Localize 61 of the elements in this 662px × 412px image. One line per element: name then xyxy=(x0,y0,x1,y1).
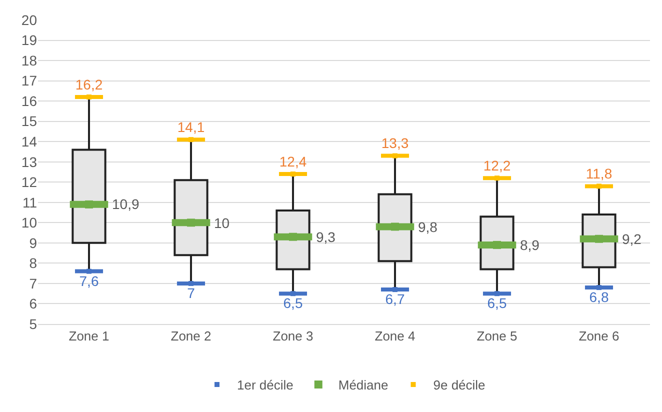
x-tick-label: Zone 4 xyxy=(374,328,416,344)
x-tick-label: Zone 3 xyxy=(272,328,314,344)
point xyxy=(290,172,296,177)
data-label: 14,1 xyxy=(177,118,205,135)
point xyxy=(85,200,93,208)
point xyxy=(493,240,501,249)
data-label: 6,7 xyxy=(385,291,405,308)
y-tick-label: 6 xyxy=(29,296,38,312)
y-tick-label: 9 xyxy=(29,234,38,251)
y-tick-label: 17 xyxy=(21,72,38,89)
point xyxy=(188,137,194,142)
point xyxy=(86,94,92,100)
y-tick-label: 19 xyxy=(21,32,38,48)
point xyxy=(187,218,195,227)
point xyxy=(392,287,398,292)
data-label: 10 xyxy=(214,215,230,231)
y-tick-label: 11 xyxy=(22,194,38,210)
point xyxy=(86,268,92,274)
data-label: 7,6 xyxy=(79,272,99,289)
point xyxy=(290,291,296,296)
data-label: 9,8 xyxy=(418,219,438,235)
data-label: 6,8 xyxy=(589,289,609,306)
data-label: 12,4 xyxy=(279,153,307,170)
point xyxy=(596,184,602,189)
data-label: 11,8 xyxy=(586,166,612,182)
y-tick-label: 20 xyxy=(21,12,38,28)
y-tick-label: 8 xyxy=(29,255,38,272)
x-tick-label: Zone 6 xyxy=(578,328,620,344)
point xyxy=(188,280,194,286)
point xyxy=(494,291,500,296)
y-tick-label: 16 xyxy=(21,92,38,109)
y-tick-label: 15 xyxy=(21,113,38,130)
legend-label: Médiane xyxy=(338,378,388,393)
point xyxy=(391,222,399,231)
point xyxy=(494,176,500,181)
y-tick-label: 14 xyxy=(21,134,38,150)
y-tick-label: 18 xyxy=(21,52,38,68)
data-label: 7 xyxy=(187,285,196,302)
data-label: 6,5 xyxy=(283,295,303,312)
y-tick-label: 7 xyxy=(29,275,38,292)
y-tick-label: 5 xyxy=(29,316,38,332)
point xyxy=(595,234,603,243)
legend-label: 9e décile xyxy=(433,378,486,393)
point xyxy=(392,153,398,158)
data-label: 13,3 xyxy=(381,135,409,152)
data-label: 16,2 xyxy=(75,76,103,92)
data-label: 12,2 xyxy=(483,157,511,174)
data-label: 10,9 xyxy=(112,196,140,212)
data-label: 6,5 xyxy=(487,295,507,312)
x-tick-label: Zone 1 xyxy=(68,328,110,344)
point xyxy=(289,232,297,241)
legend-label: 1er décile xyxy=(237,378,294,393)
data-label: 8,9 xyxy=(520,237,540,253)
x-tick-label: Zone 5 xyxy=(476,328,518,344)
data-label: 9,3 xyxy=(316,229,336,245)
x-tick-label: Zone 2 xyxy=(170,328,212,344)
data-label: 9,2 xyxy=(622,231,642,247)
y-tick-label: 13 xyxy=(21,154,38,170)
y-tick-label: 10 xyxy=(21,214,38,231)
point xyxy=(596,285,602,290)
y-tick-label: 12 xyxy=(21,174,38,190)
